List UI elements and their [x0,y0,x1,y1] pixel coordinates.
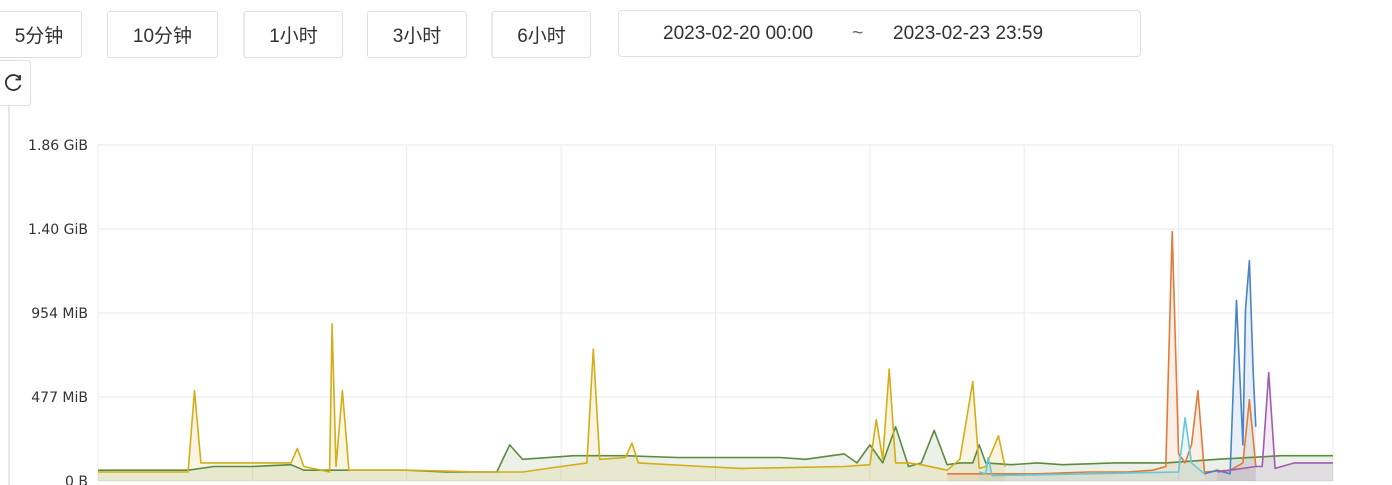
series-area [979,417,1205,481]
series-line [978,416,1205,477]
date-range-picker[interactable]: 2023-02-20 00:00 ~ 2023-02-23 23:59 [618,10,1141,57]
y-tick-label: 1.86 GiB [28,138,88,154]
series-area [1217,372,1333,481]
time-range-label: 6小时 [517,26,566,47]
y-axis-ticks: 1.86 GiB 1.40 GiB 954 MiB 477 MiB 0 B [28,138,88,485]
start-date-input[interactable]: 2023-02-20 00:00 [663,23,814,44]
time-range-button-1h[interactable]: 1小时 [243,11,343,58]
sidebar-scroll-edge [8,106,10,485]
series-area [1204,260,1256,481]
series-line [1217,371,1333,473]
time-range-label: 1小时 [269,26,318,47]
time-range-button-10min[interactable]: 10分钟 [107,11,218,58]
time-range-button-3h[interactable]: 3小时 [367,11,467,58]
time-range-label: 3小时 [392,26,442,47]
series-line [947,230,1257,475]
end-date-input[interactable]: 2023-02-23 23:59 [893,23,1044,44]
range-separator: ~ [852,23,864,44]
series-area [98,426,1333,481]
series-line [98,322,1006,473]
refresh-button[interactable] [0,60,31,106]
chart-grid [97,144,1334,482]
refresh-icon [4,74,21,91]
y-tick-label: 477 MiB [31,390,88,406]
time-range-button-5min[interactable]: 5分钟 [0,11,82,58]
time-range-label: 5分钟 [14,26,64,47]
time-range-label: 10分钟 [132,26,193,47]
chart-lines [98,230,1333,477]
series-area [947,231,1256,481]
y-tick-label: 0 B [65,474,88,485]
y-tick-label: 1.40 GiB [28,222,88,238]
y-tick-label: 954 MiB [31,306,88,322]
time-range-button-6h[interactable]: 6小时 [491,11,591,58]
